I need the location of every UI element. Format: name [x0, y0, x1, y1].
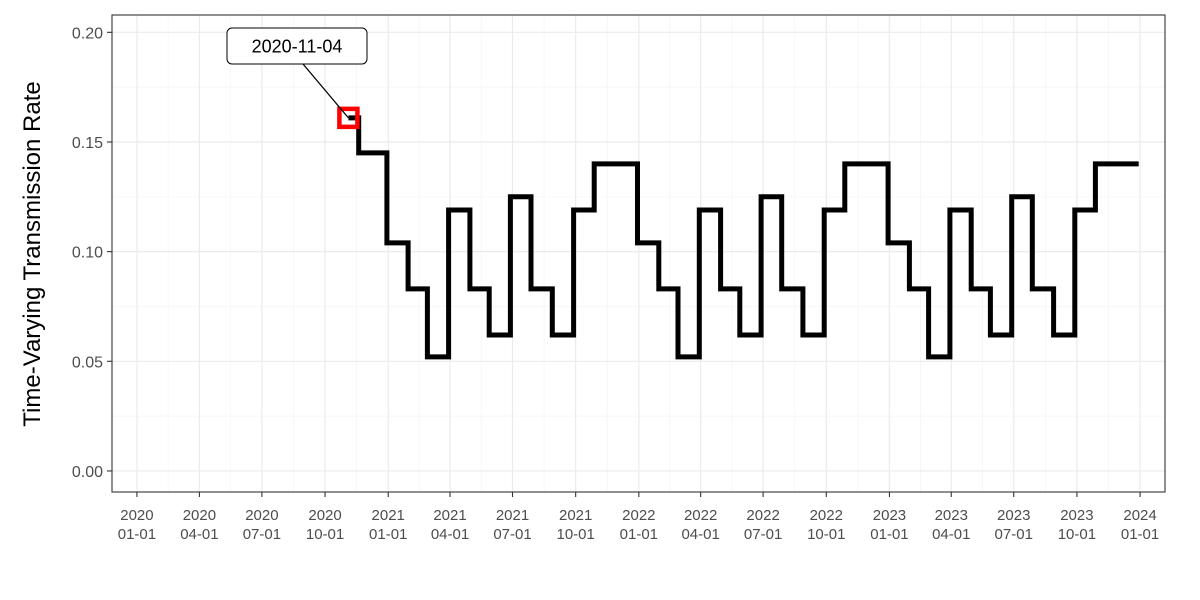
x-tick-label: 2023 04-01 — [932, 507, 970, 543]
x-tick-label: 2022 04-01 — [681, 507, 719, 543]
y-tick-label: 0.20 — [72, 25, 103, 42]
x-tick-label: 2022 10-01 — [807, 507, 845, 543]
annotation-label-box — [226, 27, 368, 65]
y-tick-label: 0.15 — [72, 135, 103, 152]
x-tick-label: 2023 10-01 — [1058, 507, 1096, 543]
y-tick-label: 0.10 — [72, 245, 103, 262]
x-tick-label: 2021 04-01 — [431, 507, 469, 543]
highlight-marker — [337, 106, 360, 130]
x-tick-label: 2022 01-01 — [620, 507, 658, 543]
y-axis: 0.00 0.05 0.10 0.15 0.20 — [72, 25, 112, 481]
x-tick-label: 2020 07-01 — [243, 507, 281, 543]
x-tick-label: 2020 04-01 — [180, 507, 218, 543]
y-tick-label: 0.05 — [72, 354, 103, 371]
annotation-label: 2020-11-04 — [252, 37, 343, 57]
annotation-layer: 2020-11-04 — [226, 27, 368, 130]
x-tick-label: 2023 07-01 — [995, 507, 1033, 543]
x-tick-label: 2022 07-01 — [744, 507, 782, 543]
major-gridlines — [112, 15, 1165, 492]
y-axis-title: Time-Varying Transmission Rate — [19, 81, 46, 426]
x-tick-label: 2020 01-01 — [118, 507, 156, 543]
x-axis: 2020 01-01 2020 04-01 2020 07-01 2020 10-01 2021… — [118, 492, 1159, 543]
annotation-leader-line — [302, 63, 349, 119]
x-tick-label: 2023 01-01 — [870, 507, 908, 543]
x-tick-label: 2021 07-01 — [493, 507, 531, 543]
y-tick-label: 0.00 — [72, 464, 103, 481]
x-tick-label: 2020 10-01 — [306, 507, 344, 543]
series-layer — [348, 115, 1139, 360]
x-tick-label: 2021 10-01 — [556, 507, 594, 543]
series-step-line — [348, 115, 1139, 360]
x-tick-label: 2024 01-01 — [1121, 507, 1159, 543]
x-tick-label: 2021 01-01 — [369, 507, 407, 543]
